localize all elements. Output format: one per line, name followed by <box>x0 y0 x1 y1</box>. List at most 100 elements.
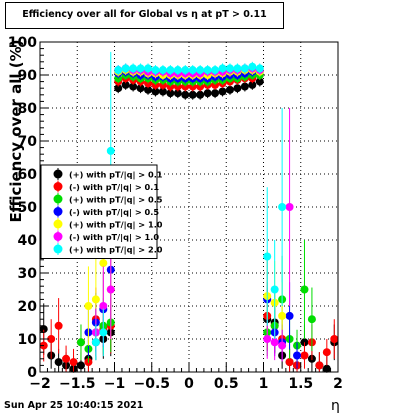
legend-entry-label: (+) with pT/|q| > 0.5 <box>69 195 163 205</box>
data-point <box>114 66 123 75</box>
y-tick-label: 40 <box>18 233 38 249</box>
data-point <box>151 66 160 75</box>
timestamp: Sun Apr 25 10:40:15 2021 <box>4 400 144 411</box>
data-point <box>84 302 93 310</box>
data-point <box>166 66 175 75</box>
data-point <box>330 335 339 343</box>
data-point <box>129 64 138 73</box>
y-tick-label: 80 <box>18 101 38 117</box>
x-axis-label: η <box>331 398 340 414</box>
data-point <box>278 203 287 211</box>
data-point <box>211 89 220 98</box>
data-point <box>188 66 197 75</box>
data-point <box>69 358 78 367</box>
data-point <box>136 84 145 93</box>
data-point <box>144 85 153 94</box>
data-point <box>218 87 227 96</box>
data-point <box>129 82 138 91</box>
data-point <box>188 90 197 99</box>
data-point <box>322 364 331 373</box>
data-point <box>255 64 264 73</box>
data-point <box>233 84 242 93</box>
data-point <box>322 348 331 357</box>
legend-entry-label: (-) with pT/|q| > 0.1 <box>69 182 159 192</box>
data-point <box>76 338 85 347</box>
data-point <box>248 80 257 89</box>
x-tick-label: 0.5 <box>214 376 239 392</box>
data-point <box>240 64 249 73</box>
data-point <box>121 80 130 89</box>
data-point <box>255 77 264 86</box>
data-point <box>99 302 108 310</box>
data-point <box>278 311 287 320</box>
chart-title-box: Efficiency over all for Global vs η at p… <box>5 2 284 29</box>
data-point <box>300 351 309 360</box>
data-point <box>54 321 63 330</box>
series-6 <box>91 51 287 361</box>
data-point <box>121 64 130 73</box>
data-point <box>99 328 108 337</box>
data-point <box>158 66 167 75</box>
data-point <box>181 90 190 99</box>
y-axis-label: Efficiency over all (%) <box>7 39 25 223</box>
y-tick-label: 70 <box>18 134 38 150</box>
y-tick-label: 30 <box>18 266 38 282</box>
tick-layer: −2 −1.5 −1 −0.5 0 0.5 1 1.5 20102030405060708090… <box>8 35 343 392</box>
legend-entry-label: (+) with pT/|q| > 2.0 <box>69 245 163 255</box>
data-point <box>240 82 249 91</box>
data-point <box>54 358 63 367</box>
data-point <box>203 66 212 75</box>
data-point <box>225 85 234 94</box>
data-point <box>99 259 108 268</box>
y-tick-label: 50 <box>18 200 38 216</box>
legend-entry-label: (+) with pT/|q| > 0.1 <box>69 170 163 180</box>
data-point <box>285 203 294 211</box>
data-point <box>307 315 316 324</box>
y-tick-label: 0 <box>27 365 37 381</box>
data-point <box>166 89 175 98</box>
data-point <box>136 64 145 73</box>
data-point <box>270 285 279 294</box>
data-point <box>144 64 153 73</box>
x-tick-label: −1.5 <box>59 376 96 392</box>
data-point <box>181 66 190 75</box>
data-point <box>106 285 115 294</box>
data-point <box>293 351 302 360</box>
data-point <box>114 84 123 93</box>
data-point <box>39 325 48 334</box>
data-point <box>263 252 272 261</box>
x-tick-label: 1 <box>259 376 269 392</box>
x-tick-label: −1 <box>104 376 125 392</box>
data-point <box>248 62 257 71</box>
data-point <box>76 361 85 370</box>
chart-title: Efficiency over all for Global vs η at p… <box>22 9 267 20</box>
y-tick-label: 90 <box>18 68 38 84</box>
data-point <box>151 87 160 96</box>
x-tick-label: −2 <box>29 376 50 392</box>
data-point <box>203 89 212 98</box>
data-point <box>211 66 220 75</box>
data-point <box>196 66 205 75</box>
data-point <box>173 66 182 75</box>
data-point <box>285 358 294 367</box>
x-tick-label: 0 <box>184 376 194 392</box>
y-tick-label: 60 <box>18 167 38 183</box>
y-tick-label: 10 <box>18 332 38 348</box>
data-point <box>173 89 182 98</box>
legend-entry-label: (+) with pT/|q| > 1.0 <box>69 220 163 230</box>
data-layer <box>39 51 339 373</box>
x-tick-label: 2 <box>333 376 343 392</box>
legend-entry-label: (-) with pT/|q| > 1.0 <box>69 232 159 242</box>
data-point <box>263 335 272 343</box>
data-point <box>285 311 294 320</box>
data-point <box>106 146 115 155</box>
data-point <box>91 295 100 304</box>
legend: (+) with pT/|q| > 0.1 (-) with pT/|q| > 0… <box>40 164 163 259</box>
data-point <box>225 64 234 73</box>
data-point <box>270 338 279 347</box>
data-point <box>196 90 205 99</box>
data-point <box>62 354 71 363</box>
legend-entry-label: (-) with pT/|q| > 0.5 <box>69 207 159 217</box>
y-tick-label: 100 <box>8 35 37 51</box>
